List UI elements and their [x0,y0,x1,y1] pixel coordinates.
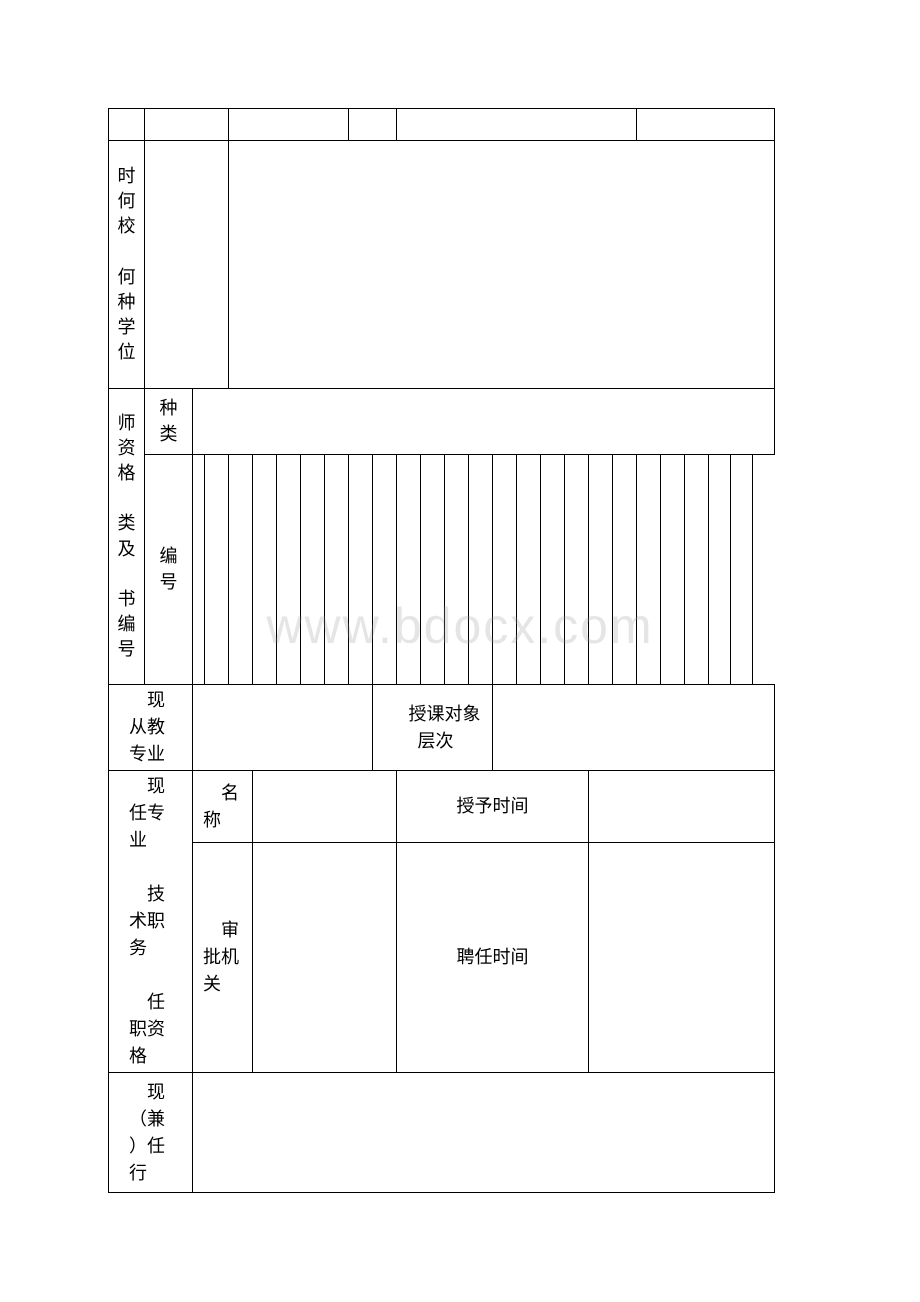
label-qualification: 师资格类及书编号 [109,389,145,685]
grid-cell [445,455,469,685]
grid-cell [421,455,445,685]
grid-cell [193,455,205,685]
grid-cell [277,455,301,685]
cell-empty [145,141,229,389]
cell-empty [193,389,775,455]
label-teaching-level: 授课对象层次 [373,685,493,771]
cell-empty [589,843,775,1073]
label-approval-org: 审批机关 [193,843,253,1073]
grid-cell [709,455,731,685]
label-text: 现从教专业 [129,690,165,764]
grid-cell [205,455,229,685]
form-page: 时何校何种学位 师资格类及书编号 种类 编号 [108,108,758,1193]
cell-empty [193,1073,775,1193]
grid-cell [397,455,421,685]
grid-cell [589,455,613,685]
label-text: 审批机关 [203,920,239,994]
label-grant-time: 授予时间 [397,771,589,843]
label-text: 时何校何种学位 [118,166,136,362]
cell-empty [229,141,775,389]
table-row: 现任专业 技术职务 任职资格 名称 授予时间 [109,771,775,843]
grid-cell [325,455,349,685]
label-text: 名称 [203,783,239,830]
grid-cell [517,455,541,685]
label-text: 种类 [160,398,178,443]
grid-cell [229,455,253,685]
grid-cell [613,455,637,685]
grid-cell [253,455,277,685]
label-text: 聘任时间 [457,947,529,967]
label-appoint-time: 聘任时间 [397,843,589,1073]
table-row: 现（兼）任行 [109,1073,775,1193]
grid-cell [565,455,589,685]
cell-empty [253,771,397,843]
label-text: 授予时间 [457,796,529,816]
label-number: 编号 [145,455,193,685]
table-row [109,109,775,141]
cell-empty [253,843,397,1073]
grid-cell [301,455,325,685]
grid-cell [373,455,397,685]
grid-cell [661,455,685,685]
label-text: 现（兼）任行 [129,1082,165,1183]
table-row: 时何校何种学位 [109,141,775,389]
cell-empty [193,685,373,771]
grid-cell [685,455,709,685]
table-row: 师资格类及书编号 种类 [109,389,775,455]
label-name: 名称 [193,771,253,843]
form-table: 时何校何种学位 师资格类及书编号 种类 编号 [108,108,775,1193]
cell-empty [589,771,775,843]
cell-empty [493,685,775,771]
label-text: 现任专业 技术职务 任职资格 [129,776,165,1066]
label-type: 种类 [145,389,193,455]
grid-cell [541,455,565,685]
grid-cell [637,455,661,685]
label-current-concurrent: 现（兼）任行 [109,1073,193,1193]
label-text: 授课对象层次 [391,704,481,751]
label-text: 编号 [160,546,178,591]
grid-cell [349,455,373,685]
label-teaching-major: 现从教专业 [109,685,193,771]
table-row: 现从教专业 授课对象层次 [109,685,775,771]
grid-cell [731,455,753,685]
table-row: 编号 [109,455,775,685]
table-row: 审批机关 聘任时间 [109,843,775,1073]
label-text: 师资格类及书编号 [118,413,136,660]
grid-cell [493,455,517,685]
label-professional-title: 现任专业 技术职务 任职资格 [109,771,193,1073]
grid-cell [469,455,493,685]
label-school-degree: 时何校何种学位 [109,141,145,389]
